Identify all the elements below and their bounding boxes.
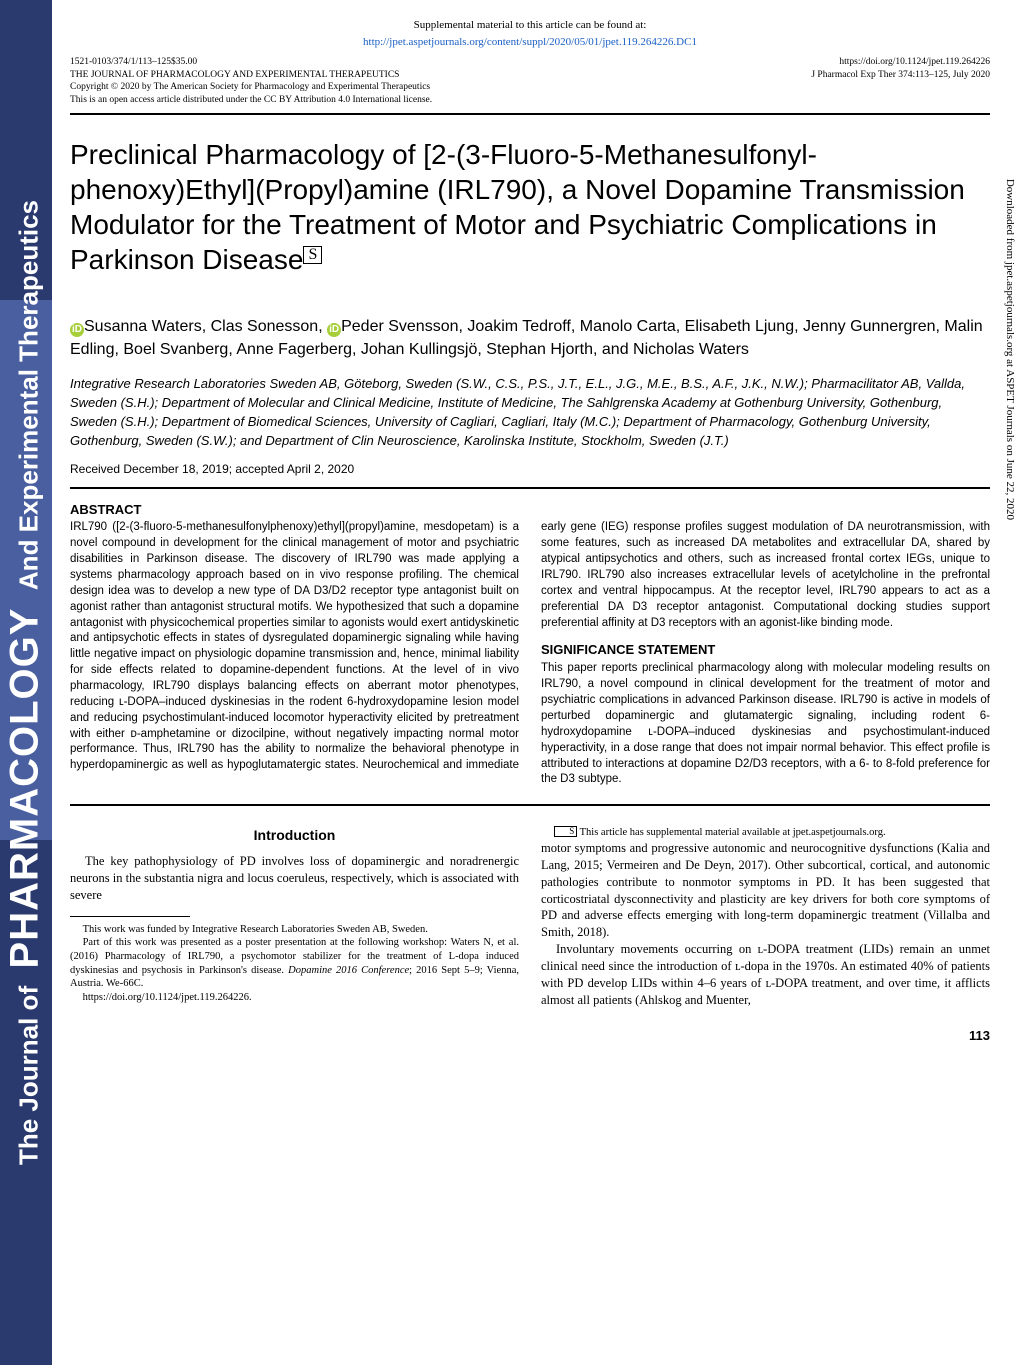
orcid-icon[interactable]: iD — [70, 323, 84, 337]
intro-paragraph: The key pathophysiology of PD involves l… — [70, 853, 519, 904]
header-license: This is an open access article distribut… — [70, 94, 432, 107]
article-title: Preclinical Pharmacology of [2-(3-Fluoro… — [70, 137, 990, 277]
supplemental-note: Supplemental material to this article ca… — [70, 18, 990, 33]
footnote-rule — [70, 916, 190, 917]
header-journal-name: THE JOURNAL OF PHARMACOLOGY AND EXPERIME… — [70, 69, 432, 82]
supplemental-link[interactable]: http://jpet.aspetjournals.org/content/su… — [70, 35, 990, 50]
header-meta: 1521-0103/374/1/113–125$35.00 THE JOURNA… — [70, 56, 990, 115]
introduction-heading: Introduction — [70, 826, 519, 845]
supplemental-badge-icon: S — [303, 246, 322, 264]
significance-text: This paper reports preclinical pharmacol… — [541, 662, 990, 785]
author-list: iDSusanna Waters, Clas Sonesson, iDPeder… — [70, 315, 990, 361]
download-note: Downloaded from jpet.aspetjournals.org a… — [1004, 179, 1016, 520]
header-issn: 1521-0103/374/1/113–125$35.00 — [70, 56, 432, 69]
orcid-icon[interactable]: iD — [327, 323, 341, 337]
footnote-supplemental: S This article has supplemental material… — [541, 826, 990, 840]
page-number: 113 — [70, 1027, 990, 1045]
affiliations: Integrative Research Laboratories Sweden… — [70, 375, 990, 450]
intro-paragraph: Involuntary movements occurring on ʟ-DOP… — [541, 941, 990, 1009]
supplemental-box-icon: S — [554, 826, 578, 837]
header-citation: J Pharmacol Exp Ther 374:113–125, July 2… — [811, 69, 990, 82]
footnote-doi[interactable]: https://doi.org/10.1124/jpet.119.264226. — [70, 991, 519, 1005]
intro-paragraph: motor symptoms and progressive autonomic… — [541, 840, 990, 941]
footnote-funding: This work was funded by Integrative Rese… — [70, 923, 519, 937]
abstract-text-2: early gene (IEG) response profiles sugge… — [541, 521, 990, 628]
footnote-presentation: Part of this work was presented as a pos… — [70, 936, 519, 991]
significance-heading: SIGNIFICANCE STATEMENT — [541, 641, 990, 659]
journal-brand-text: The Journal of PHARMACOLOGY And Experime… — [3, 18, 48, 1348]
header-copyright: Copyright © 2020 by The American Society… — [70, 81, 432, 94]
journal-brand-band: The Journal of PHARMACOLOGY And Experime… — [0, 0, 52, 1365]
abstract-text-1: IRL790 ([2-(3-fluoro-5-methanesulfonylph… — [70, 521, 519, 771]
abstract-heading: ABSTRACT — [70, 501, 990, 519]
header-doi[interactable]: https://doi.org/10.1124/jpet.119.264226 — [811, 56, 990, 69]
received-dates: Received December 18, 2019; accepted Apr… — [70, 461, 990, 489]
